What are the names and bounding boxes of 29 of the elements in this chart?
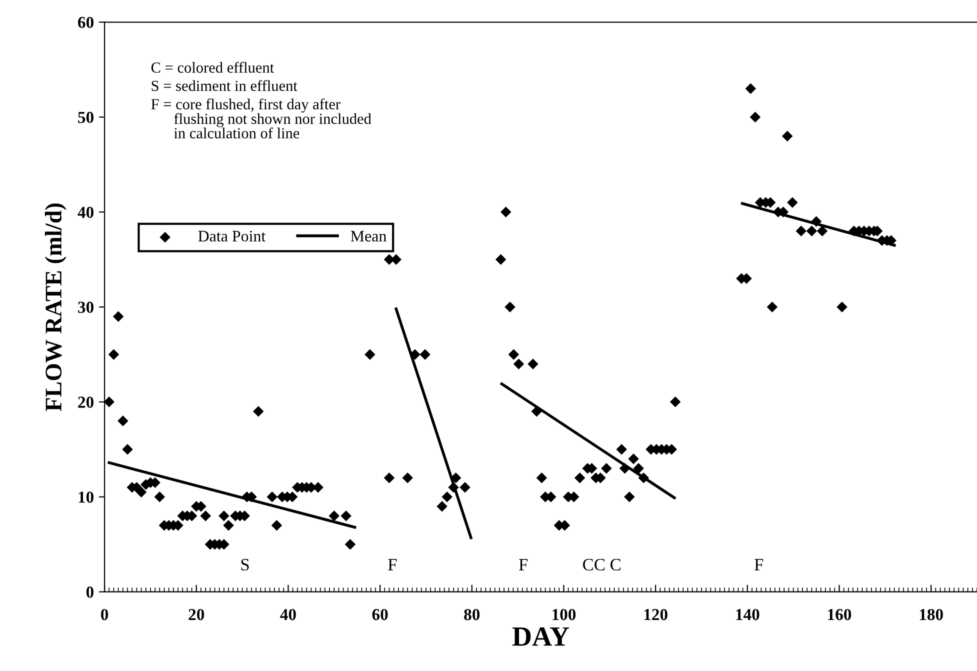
y-tick-label: 40 xyxy=(78,206,94,218)
annotation: F xyxy=(754,558,764,570)
annotation: F = core flushed, first day after flushing not shown nor included in calculation of line xyxy=(151,98,372,138)
annotation: S = sediment in effluent xyxy=(152,80,298,91)
legend-label: Mean xyxy=(350,230,386,242)
x-tick-label: 60 xyxy=(372,608,388,620)
annotation: C = colored effluent xyxy=(151,62,274,73)
x-tick-label: 0 xyxy=(101,608,108,620)
y-tick-label: 60 xyxy=(78,16,94,28)
legend-label: Data Point xyxy=(198,230,266,242)
annotation: F xyxy=(388,558,397,570)
x-axis-title: DAY xyxy=(512,627,570,646)
x-tick-label: 140 xyxy=(736,608,760,620)
y-tick-label: 50 xyxy=(78,112,94,124)
x-tick-label: 120 xyxy=(644,608,668,620)
y-tick-label: 30 xyxy=(78,302,94,313)
x-tick-label: 160 xyxy=(828,608,852,620)
y-tick-label: 20 xyxy=(78,396,94,408)
x-tick-label: 100 xyxy=(552,608,576,620)
y-axis-title: FLOW RATE (ml/d) xyxy=(44,203,66,412)
annotation: S xyxy=(241,558,249,571)
y-tick-label: 0 xyxy=(86,586,94,598)
x-tick-label: 180 xyxy=(920,608,943,620)
x-tick-label: 80 xyxy=(464,608,480,620)
x-tick-label: 20 xyxy=(188,608,204,620)
x-tick-label: 40 xyxy=(280,608,296,620)
annotation: CC C xyxy=(583,558,620,571)
y-tick-label: 10 xyxy=(78,492,94,503)
annotation: F xyxy=(518,558,528,570)
